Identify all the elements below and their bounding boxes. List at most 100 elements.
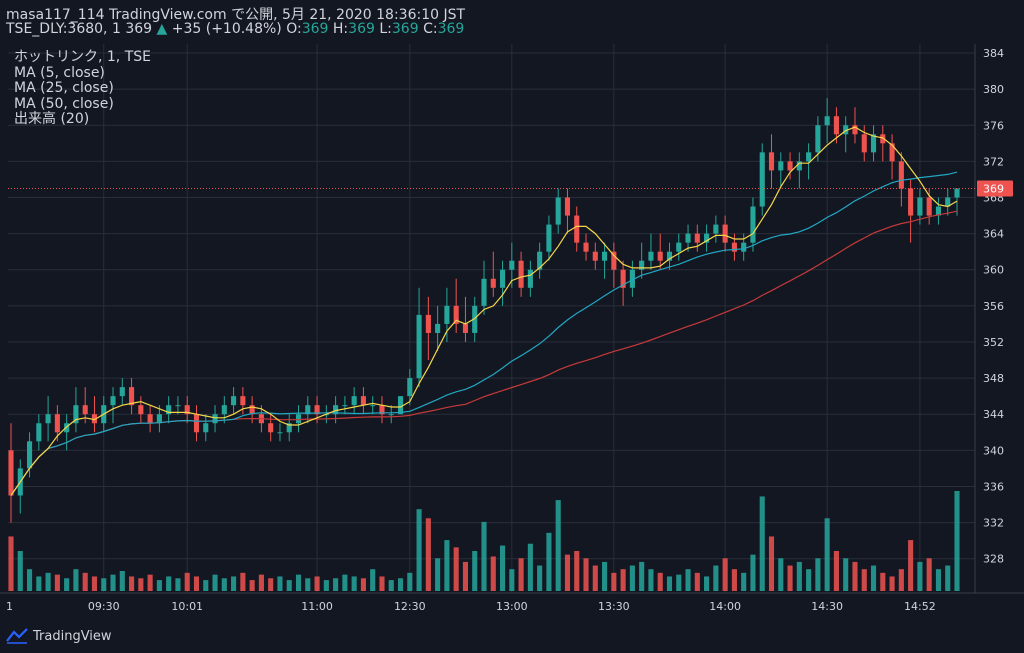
tradingview-logo[interactable]: TradingView — [6, 628, 112, 644]
candle-body — [880, 134, 886, 144]
candle-body — [648, 251, 654, 261]
volume-bar — [787, 565, 793, 591]
volume-bar — [759, 496, 765, 591]
price-tick-label: 340 — [983, 444, 1004, 457]
time-tick-label: 13:00 — [496, 600, 528, 613]
candle-body — [472, 305, 478, 333]
candle-body — [843, 125, 849, 135]
volume-bar — [268, 578, 274, 591]
volume-bar — [629, 565, 635, 591]
volume-bar — [666, 576, 673, 591]
open-value: 369 — [301, 21, 329, 37]
candle-body — [499, 269, 506, 288]
time-tick-label: 09:30 — [88, 600, 120, 613]
volume-bar — [184, 572, 190, 591]
volume-bar — [388, 580, 394, 591]
ma25-line — [10, 171, 958, 496]
candle-body — [36, 423, 42, 442]
volume-bar — [935, 569, 942, 591]
volume-bar — [592, 565, 598, 591]
price-tick-label: 332 — [983, 517, 1004, 530]
volume-bar — [583, 558, 589, 591]
candle-body — [555, 197, 561, 225]
volume-bar — [481, 521, 487, 591]
volume-bar — [286, 580, 292, 591]
volume-bar — [462, 561, 469, 591]
volume-bar — [713, 565, 719, 591]
candle-body — [166, 405, 172, 415]
price-tick-label: 376 — [983, 119, 1004, 132]
volume-bar — [212, 574, 218, 591]
volume-bar — [778, 558, 784, 591]
volume-bar — [323, 580, 329, 591]
price-tick-label: 380 — [983, 83, 1004, 96]
last-price-tag-label: 369 — [983, 182, 1004, 195]
candle-body — [82, 405, 88, 415]
candle-body — [666, 251, 673, 261]
candle-body — [249, 405, 255, 415]
volume-bar — [796, 561, 802, 591]
volume-bar — [305, 578, 311, 591]
candle-body — [231, 396, 237, 406]
high-value: 369 — [348, 21, 375, 37]
legend-ma25[interactable]: MA (25, close) — [14, 80, 114, 96]
candle-body — [870, 134, 877, 153]
candle-body — [611, 251, 617, 270]
candle-body — [73, 405, 79, 424]
candle-body — [388, 414, 394, 416]
time-tick-label: 10:01 — [171, 600, 203, 613]
volume-bar — [17, 551, 23, 591]
volume-bar — [91, 576, 98, 591]
volume-bar — [379, 576, 385, 591]
volume-bar — [843, 558, 849, 591]
candle-body — [156, 414, 162, 424]
volume-bar — [129, 576, 135, 591]
price-tick-label: 336 — [983, 480, 1004, 493]
price-tick-label: 352 — [983, 336, 1004, 349]
volume-bar — [444, 540, 450, 591]
legend-ma5[interactable]: MA (5, close) — [14, 64, 105, 81]
candle-body — [917, 197, 923, 216]
candle-body — [852, 125, 858, 135]
volume-bar — [110, 574, 116, 591]
close-value: 369 — [437, 21, 465, 37]
volume-bar — [221, 578, 227, 591]
volume-bar — [537, 565, 543, 591]
volume-bar — [73, 569, 79, 591]
legend-volume[interactable]: 出来高 (20) — [14, 111, 90, 127]
volume-bar — [425, 518, 431, 591]
candle-body — [119, 387, 125, 397]
volume-bar — [815, 558, 821, 591]
time-tick-label: 13:30 — [598, 600, 630, 613]
candle-body — [778, 161, 784, 171]
candle-body — [639, 260, 645, 270]
volume-bar — [833, 551, 839, 591]
volume-bar — [342, 574, 348, 591]
volume-bar — [945, 565, 951, 591]
volume-bar — [602, 561, 608, 591]
candle-body — [546, 224, 552, 252]
price-tick-label: 360 — [983, 264, 1004, 277]
legend-ma50[interactable]: MA (50, close) — [14, 95, 114, 112]
price-tick-label: 384 — [983, 47, 1004, 60]
volume-bar — [499, 545, 506, 591]
volume-bar — [917, 561, 923, 591]
volume-bar — [722, 558, 728, 591]
candle-body — [908, 188, 914, 216]
candle-body — [286, 423, 292, 433]
tradingview-logo-icon — [6, 628, 28, 644]
volume-bar — [676, 574, 682, 591]
volume-bar — [175, 578, 181, 591]
candle-body — [620, 269, 626, 288]
time-tick-label: 12:30 — [394, 600, 426, 613]
volume-bar — [147, 574, 153, 591]
candle-body — [935, 206, 942, 216]
volume-bar — [54, 574, 60, 591]
candle-body — [212, 414, 218, 424]
volume-bar — [193, 576, 200, 591]
volume-bar — [555, 500, 561, 591]
volume-bar — [574, 551, 580, 591]
legend-title[interactable]: ホットリンク, 1, TSE — [14, 49, 151, 65]
volume-bar — [82, 572, 88, 591]
